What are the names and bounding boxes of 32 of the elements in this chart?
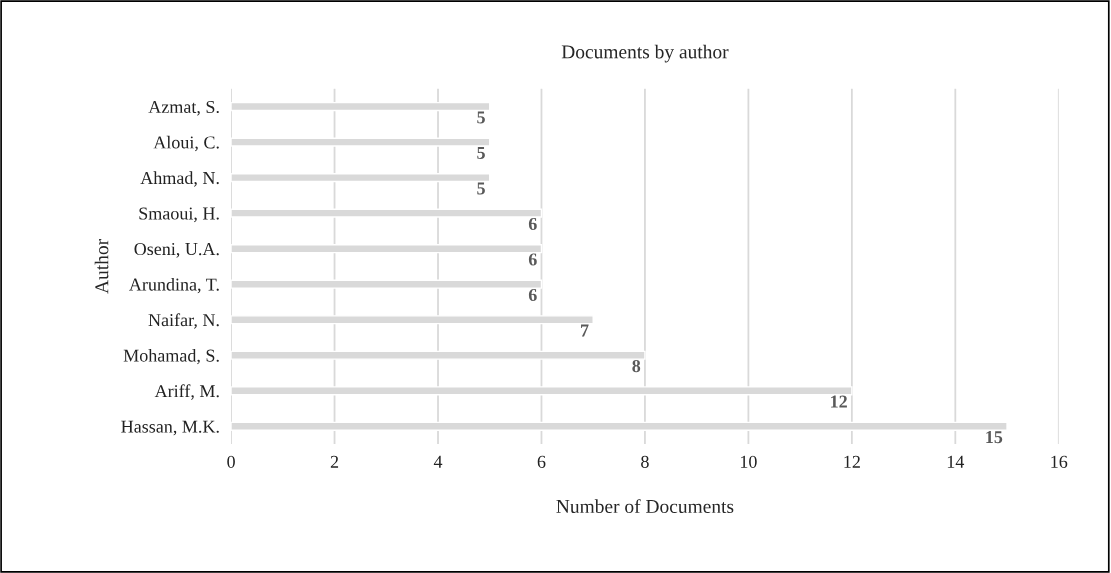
data-label: 15 — [986, 431, 1003, 444]
data-label: 6 — [528, 217, 537, 231]
y-tick-label: Ariff, M. — [154, 384, 219, 400]
data-label: 5 — [477, 111, 485, 124]
data-label: 5 — [477, 146, 485, 159]
data-label: 7 — [581, 324, 589, 337]
data-label: 6 — [528, 288, 537, 302]
x-tick-label: 16 — [1051, 455, 1068, 468]
x-tick-label: 8 — [641, 455, 649, 468]
x-tick-label: 14 — [947, 455, 965, 468]
x-tick-label: 2 — [330, 455, 339, 468]
y-axis-title: Author — [94, 239, 109, 294]
y-tick-label: Azmat, S. — [148, 100, 219, 116]
y-tick-label: Ahmad, N. — [140, 171, 219, 187]
data-label: 5 — [477, 182, 485, 195]
x-axis-title: Number of Documents — [556, 499, 734, 514]
x-tick-label: 4 — [433, 455, 443, 468]
data-label: 12 — [831, 395, 847, 408]
y-tick-label: Aloui, C. — [153, 135, 219, 152]
y-tick-label: Oseni, U.A. — [134, 242, 219, 258]
y-tick-label: Naifar, N. — [148, 313, 219, 329]
x-tick-label: 0 — [227, 455, 235, 468]
data-label: 8 — [632, 359, 641, 373]
data-label: 6 — [528, 253, 537, 266]
y-tick-label: Hassan, M.K. — [121, 420, 219, 436]
y-tick-label: Arundina, T. — [129, 277, 219, 294]
x-tick-label: 6 — [537, 455, 546, 468]
x-tick-label: 10 — [740, 455, 757, 468]
y-tick-label: Mohamad, S. — [123, 349, 219, 365]
y-tick-label: Smaoui, H. — [139, 207, 219, 223]
chart-title: Documents by author — [561, 44, 729, 63]
x-tick-label: 12 — [844, 455, 860, 468]
